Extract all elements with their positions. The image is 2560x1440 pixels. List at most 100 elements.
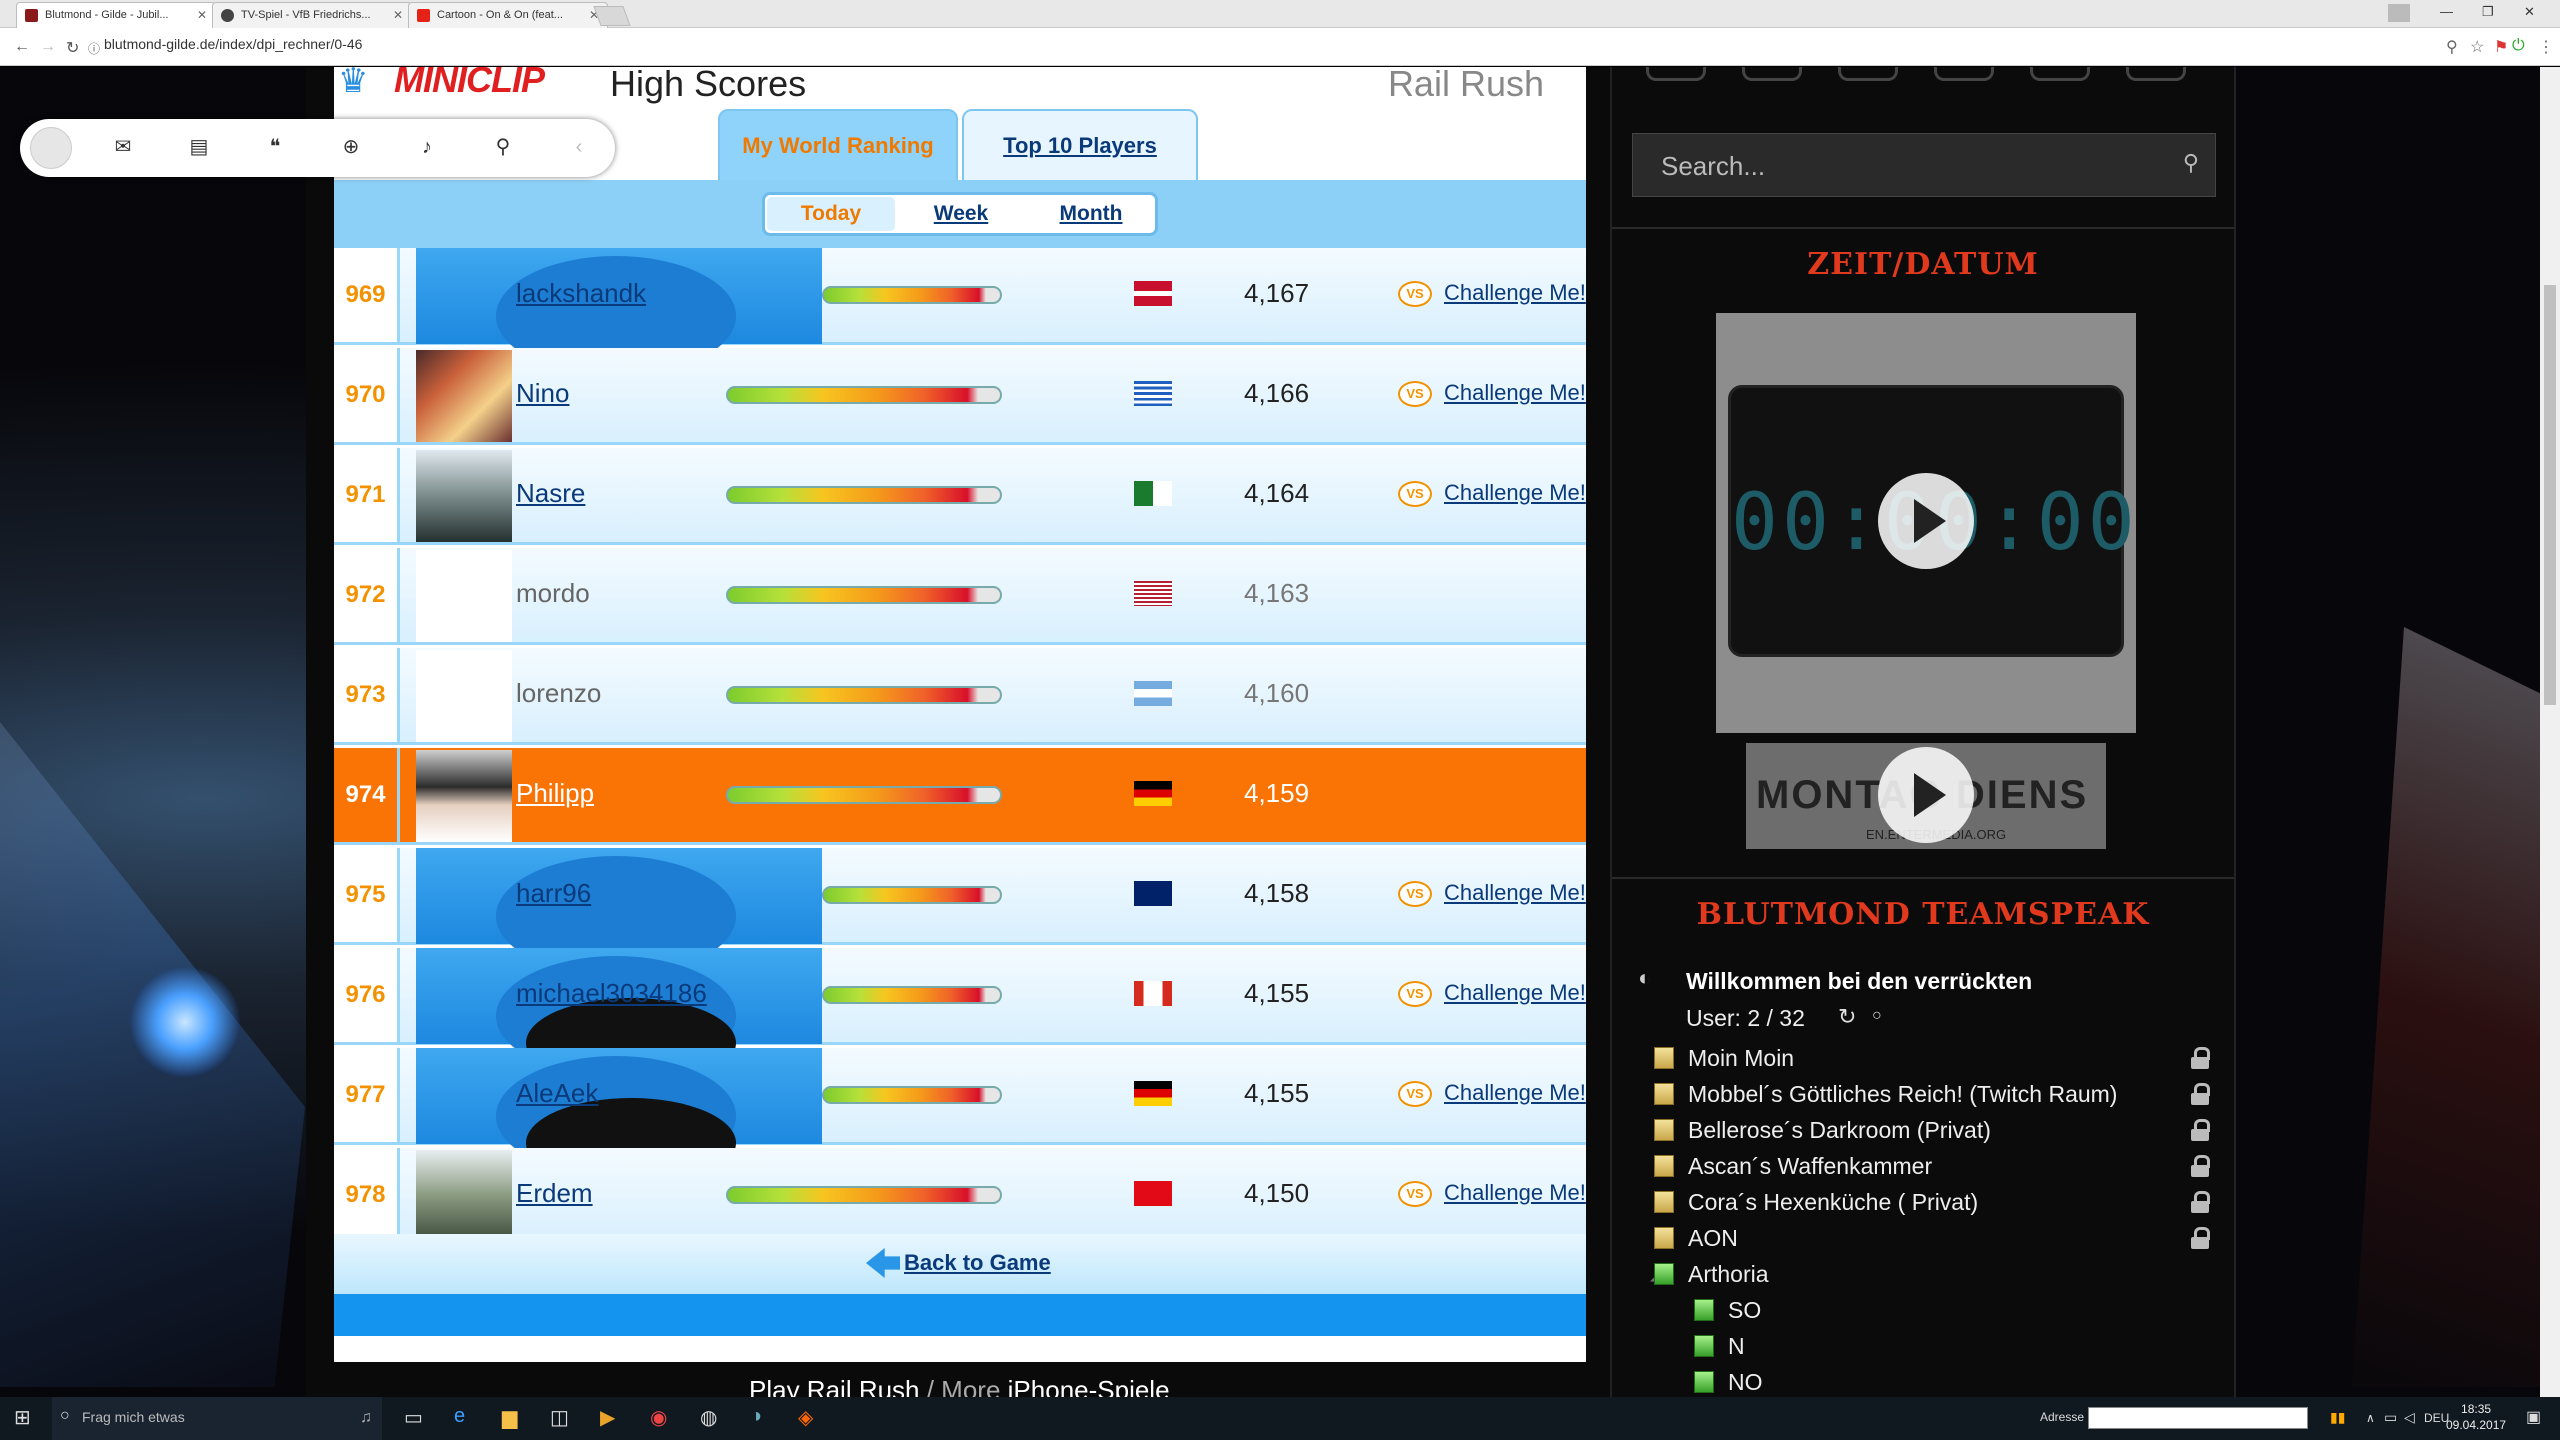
cortana-search[interactable]: ○ Frag mich etwas ♫ [52, 1397, 382, 1440]
network-icon[interactable]: ▭ [2384, 1409, 2398, 1425]
challenge-link[interactable]: Challenge Me! [1444, 280, 1586, 305]
explorer-icon[interactable]: ▆ [502, 1407, 518, 1429]
plus-icon[interactable]: ⊕ [342, 136, 360, 158]
back-icon[interactable]: ← [14, 38, 30, 55]
channel-item[interactable]: Arthoria [1688, 1261, 1769, 1287]
player-name[interactable]: Nasre [516, 478, 586, 508]
browser-tab-blutmond[interactable]: Blutmond - Gilde - Jubil... ✕ [16, 2, 216, 28]
vs-icon[interactable]: VS [1398, 881, 1432, 907]
period-month[interactable]: Month [1059, 202, 1123, 225]
url-field[interactable]: blutmond-gilde.de/index/dpi_rechner/0-46 [104, 36, 363, 52]
play-game-link[interactable]: Play Rail Rush [749, 1375, 920, 1397]
close-icon[interactable]: ✕ [588, 8, 599, 22]
channel-item[interactable]: NO [1728, 1369, 1763, 1395]
play-icon[interactable] [1878, 747, 1974, 843]
player-avatar[interactable] [416, 1150, 512, 1242]
player-name[interactable]: AleAek [516, 1078, 599, 1108]
vs-icon[interactable]: VS [1398, 281, 1432, 307]
chat-icon[interactable]: ❝ [269, 136, 281, 158]
microphone-icon[interactable]: ♫ [360, 1409, 372, 1426]
channel-item[interactable]: Ascan´s Waffenkammer [1688, 1153, 1933, 1179]
app-icon[interactable]: ◍ [700, 1407, 718, 1429]
back-arrow-icon[interactable] [866, 1248, 900, 1278]
challenge-link[interactable]: Challenge Me! [1444, 480, 1586, 505]
user-avatar[interactable] [30, 127, 72, 169]
vs-icon[interactable]: VS [1398, 481, 1432, 507]
player-name[interactable]: lackshandk [516, 278, 647, 308]
top-icon-slot[interactable] [1742, 67, 1802, 81]
extension-icon[interactable]: ⚑ [2494, 39, 2509, 56]
extension2-icon[interactable]: ⏻ [2512, 37, 2525, 54]
vs-icon[interactable]: VS [1398, 381, 1432, 407]
period-week[interactable]: Week [933, 202, 989, 225]
browser-tab-cartoon[interactable]: Cartoon - On & On (feat... ✕ [408, 2, 608, 28]
top-icon-slot[interactable] [1838, 67, 1898, 81]
zoom-icon[interactable]: ⚲ [2446, 39, 2458, 56]
back-to-game-link[interactable]: Back to Game [904, 1250, 1051, 1275]
player-avatar[interactable] [416, 750, 512, 842]
tray-up-icon[interactable]: ∧ [2366, 1411, 2375, 1425]
player-name[interactable]: michael3034186 [516, 978, 707, 1008]
maximize-button[interactable]: ❐ [2482, 4, 2494, 19]
play-icon[interactable] [1878, 473, 1974, 569]
notifications-icon[interactable]: ▣ [2526, 1409, 2542, 1426]
challenge-link[interactable]: Challenge Me! [1444, 1080, 1586, 1105]
new-tab-button[interactable] [593, 6, 631, 26]
player-avatar[interactable] [416, 550, 512, 642]
chrome-icon[interactable]: ◉ [650, 1407, 668, 1429]
challenge-link[interactable]: Challenge Me! [1444, 1180, 1586, 1205]
player-avatar[interactable] [416, 350, 512, 442]
vs-icon[interactable]: VS [1398, 1181, 1432, 1207]
window-close-button[interactable]: ✕ [2524, 4, 2535, 19]
channel-item[interactable]: Cora´s Hexenküche ( Privat) [1688, 1189, 1979, 1215]
more-games-link[interactable]: iPhone-Spiele [1007, 1375, 1170, 1397]
vs-icon[interactable]: VS [1398, 981, 1432, 1007]
notes-icon[interactable]: ▤ [189, 136, 209, 158]
windows-start-icon[interactable]: ⊞ [14, 1407, 31, 1429]
player-name[interactable]: Erdem [516, 1178, 593, 1208]
bookmark-star-icon[interactable]: ☆ [2470, 39, 2485, 56]
page-scrollbar[interactable] [2540, 67, 2560, 1397]
chevron-left-icon[interactable]: ‹ [575, 136, 583, 158]
player-avatar[interactable] [416, 650, 512, 742]
scrollbar-thumb[interactable] [2544, 285, 2556, 705]
media-icon[interactable]: ▶ [600, 1407, 616, 1429]
challenge-link[interactable]: Challenge Me! [1444, 880, 1586, 905]
challenge-link[interactable]: Challenge Me! [1444, 380, 1586, 405]
forward-icon[interactable]: → [40, 38, 56, 55]
player-name[interactable]: Philipp [516, 778, 595, 808]
search-icon[interactable]: ⚲ [2182, 150, 2199, 175]
tab-my-world-ranking[interactable]: My World Ranking [718, 109, 958, 182]
channel-item[interactable]: N [1728, 1333, 1745, 1359]
channel-item[interactable]: AON [1688, 1225, 1738, 1251]
edge-icon[interactable]: e [454, 1405, 466, 1427]
info-icon[interactable]: ⓘ [88, 42, 101, 56]
channel-item[interactable]: SO [1728, 1297, 1762, 1323]
close-icon[interactable]: ✕ [196, 8, 207, 22]
menu-icon[interactable]: ⋮ [2538, 39, 2554, 56]
search-input[interactable] [1661, 152, 2141, 180]
browser-tab-tv-spiel[interactable]: TV-Spiel - VfB Friedrichs... ✕ [212, 2, 412, 28]
player-name[interactable]: Nino [516, 378, 570, 408]
close-icon[interactable]: ✕ [392, 8, 403, 22]
task-view-icon[interactable]: ▭ [404, 1407, 423, 1429]
top-icon-slot[interactable] [2030, 67, 2090, 81]
mail-icon[interactable]: ✉ [114, 136, 132, 158]
player-name[interactable]: harr96 [516, 878, 592, 908]
minimize-button[interactable]: — [2440, 4, 2453, 19]
tab-top10-players[interactable]: Top 10 Players [962, 109, 1198, 182]
vs-icon[interactable]: VS [1398, 1081, 1432, 1107]
taskbar-clock[interactable]: 18:35 09.04.2017 [2446, 1401, 2506, 1433]
bell-icon[interactable]: ♪ [422, 136, 432, 158]
language-indicator[interactable]: DEU [2424, 1411, 2450, 1425]
teamspeak-taskbar-icon[interactable]: ◑ [750, 1405, 763, 1427]
top-icon-slot[interactable] [2126, 67, 2186, 81]
reload-icon[interactable]: ↻ [66, 40, 80, 57]
app2-icon[interactable]: ◈ [798, 1407, 814, 1429]
taskbar-address-input[interactable] [2088, 1407, 2308, 1429]
player-avatar[interactable] [416, 450, 512, 542]
channel-item[interactable]: Bellerose´s Darkroom (Privat) [1688, 1117, 1991, 1143]
channel-item[interactable]: Mobbel´s Göttliches Reich! (Twitch Raum) [1688, 1081, 2118, 1107]
period-today[interactable]: Today [767, 197, 895, 231]
channel-item[interactable]: Moin Moin [1688, 1045, 1795, 1071]
